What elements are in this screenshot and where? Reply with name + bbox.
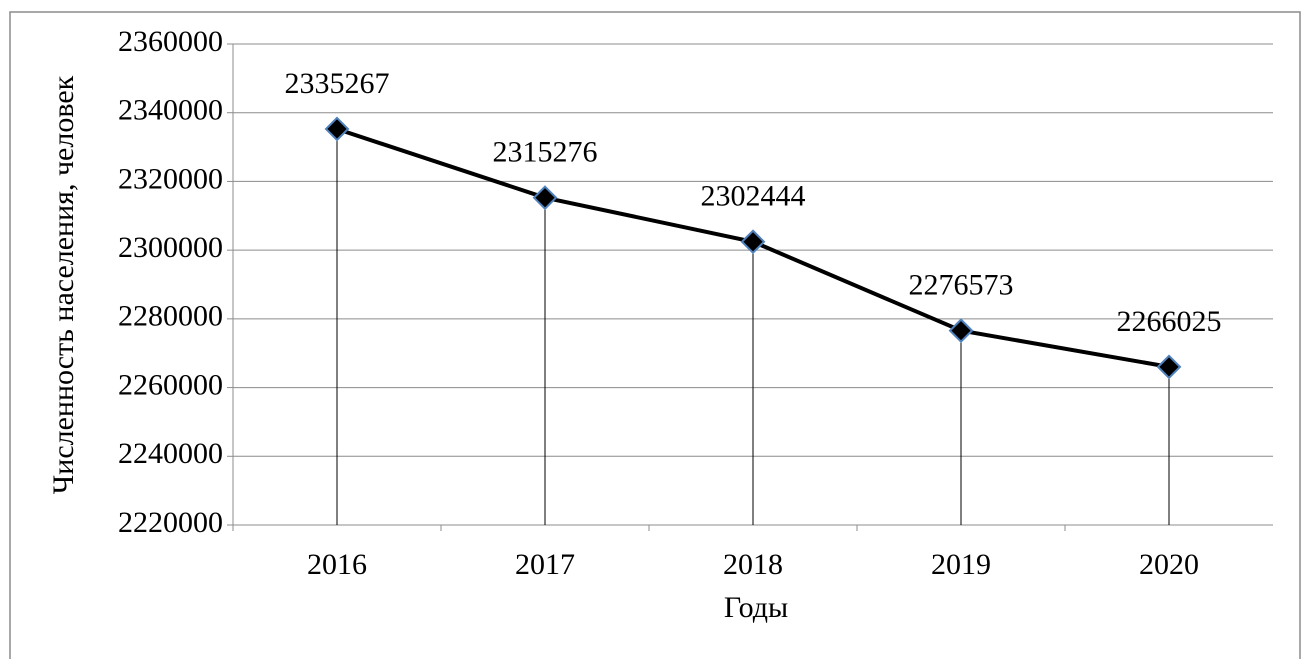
y-tick-label: 2340000 [118,94,223,127]
x-tick-label: 2016 [307,548,367,581]
x-tick-label: 2019 [931,548,991,581]
data-label: 2335267 [285,67,390,100]
y-axis-label: Численность населения, человек [47,75,80,494]
y-tick-label: 2220000 [118,506,223,539]
x-tick-label: 2017 [515,548,575,581]
y-tick-label: 2280000 [118,300,223,333]
x-axis-label: Годы [724,591,788,624]
x-tick-label: 2020 [1139,548,1199,581]
y-tick-label: 2360000 [118,25,223,58]
y-tick-label: 2240000 [118,437,223,470]
marker [1156,354,1182,380]
marker [532,185,558,211]
marker [740,229,766,255]
data-label: 2302444 [701,180,806,213]
x-tick-label: 2018 [723,548,783,581]
y-tick-label: 2300000 [118,231,223,264]
data-label: 2276573 [909,269,1014,302]
marker [948,318,974,344]
data-label: 2266025 [1117,305,1222,338]
chart-frame [9,11,1301,659]
data-label: 2315276 [493,136,598,169]
y-tick-label: 2320000 [118,162,223,195]
marker [324,116,350,142]
y-tick-label: 2260000 [118,368,223,401]
